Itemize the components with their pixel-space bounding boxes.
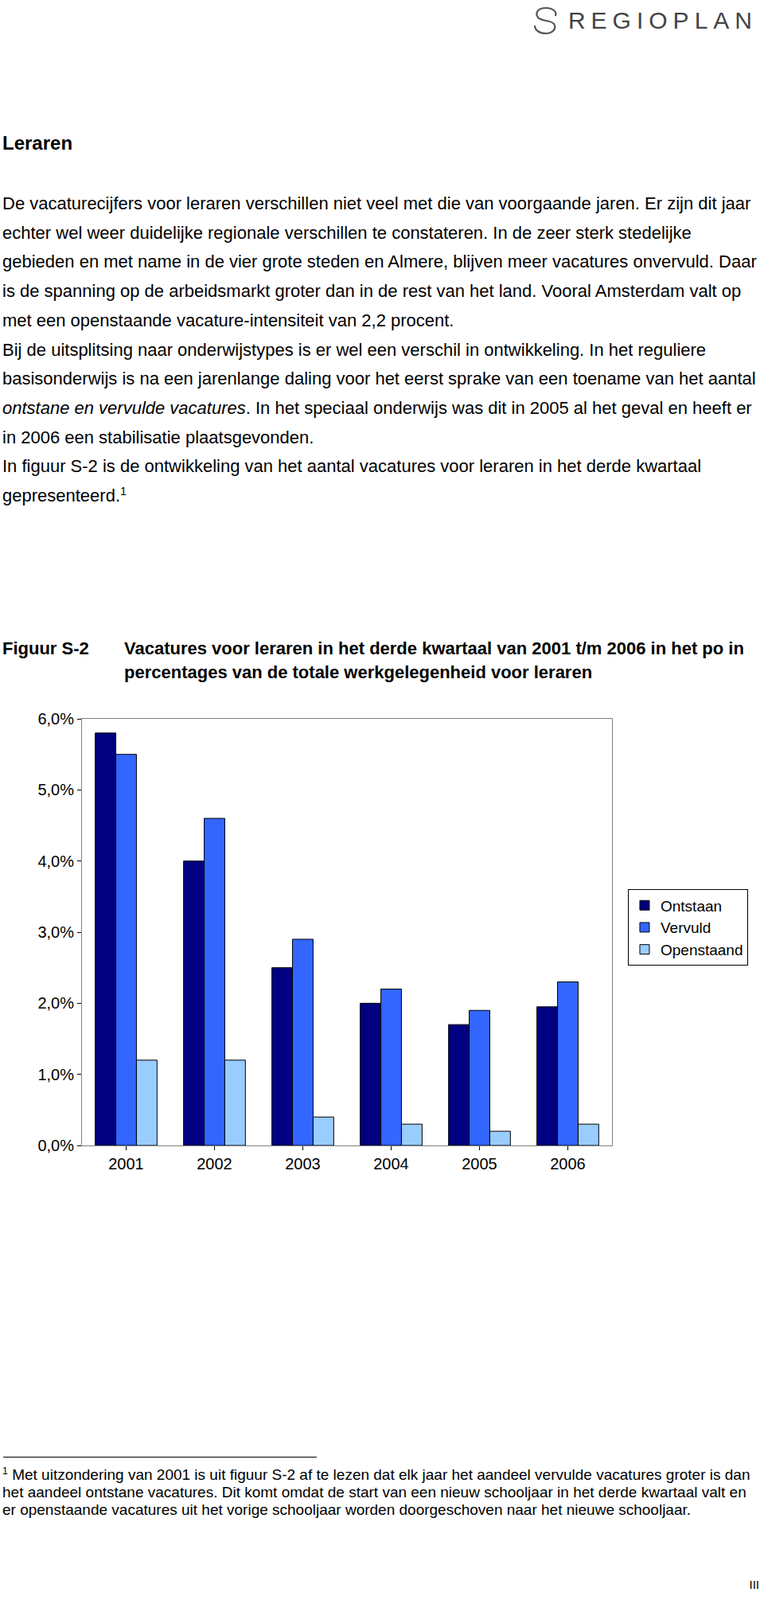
html-text:Figuur S-2: Figuur S-2	[2, 638, 89, 659]
svg-text:Ontstaan: Ontstaan	[660, 897, 722, 915]
html-text:REGIOPLAN: REGIOPLAN	[568, 7, 758, 34]
svg-text:1,0%: 1,0%	[37, 1065, 75, 1084]
svg-text:2003: 2003	[284, 1154, 321, 1173]
html-text:Vacatures voor leraren in het: Vacatures voor leraren in het derde kwar…	[124, 638, 745, 683]
html-text:Leraren: Leraren	[2, 132, 73, 154]
svg-text:4,0%: 4,0%	[37, 852, 75, 870]
svg-text:Openstaand: Openstaand	[660, 941, 744, 959]
svg-text:3,0%: 3,0%	[37, 923, 75, 941]
html-text:ontstane en vervulde vacatures: ontstane en vervulde vacatures. In het s…	[2, 397, 752, 447]
html-text:Bij de uitsplitsing naar onder: Bij de uitsplitsing naar onderwijstypes …	[2, 339, 756, 389]
html-text:1Met uitzondering van 2001 is: 1Met uitzondering van 2001 is uit figuur…	[2, 1464, 751, 1518]
svg-text:2005: 2005	[461, 1154, 498, 1173]
html-text:De vacaturecijfers voor lerare: De vacaturecijfers voor leraren verschil…	[2, 193, 757, 331]
svg-text:2002: 2002	[196, 1154, 233, 1173]
html-text:In figuur S-2 is de ontwikkeli: In figuur S-2 is de ontwikkeling van het…	[2, 456, 702, 506]
svg-text:2004: 2004	[373, 1154, 410, 1173]
svg-text:Vervuld: Vervuld	[660, 919, 711, 936]
svg-text:2,0%: 2,0%	[37, 993, 75, 1012]
html-text:III: III	[749, 1577, 760, 1591]
svg-text:2006: 2006	[549, 1154, 586, 1173]
svg-text:5,0%: 5,0%	[37, 780, 75, 799]
svg-text:2001: 2001	[108, 1154, 145, 1173]
svg-text:0,0%: 0,0%	[37, 1136, 75, 1154]
svg-text:6,0%: 6,0%	[37, 709, 75, 728]
